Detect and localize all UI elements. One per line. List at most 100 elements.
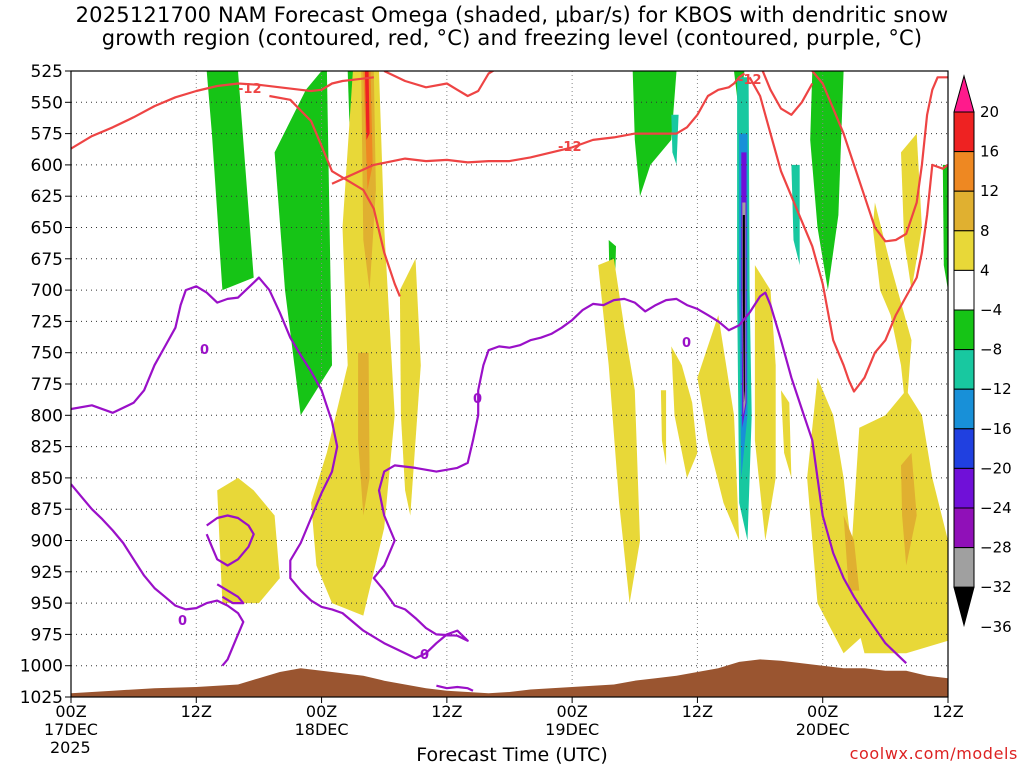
omega_rising_teal-region <box>791 164 800 266</box>
colorbar-swatch <box>953 428 975 469</box>
contour-lines <box>71 71 948 692</box>
y-tick-label: 1025 <box>20 688 63 708</box>
dendritic_-12C-contour <box>748 76 948 393</box>
x-tick-label: 00Z <box>556 702 587 721</box>
colorbar-label: −8 <box>980 341 1002 359</box>
snow-contour-label: -12 <box>238 82 262 97</box>
colorbar-swatch <box>953 388 975 430</box>
x-tick-date-label: 19DEC <box>545 720 599 739</box>
omega_sinking_yellow-region <box>754 265 776 541</box>
omega_sinking_yellow-region <box>671 346 698 478</box>
colorbar-label: 12 <box>980 182 999 200</box>
x-tick-label: 00Z <box>807 702 838 721</box>
omega_rising_teal-region <box>671 114 679 165</box>
snow-contour-label: -12 <box>558 140 582 155</box>
colorbar-label: 16 <box>980 143 999 161</box>
freezing_0C-contour <box>216 583 245 605</box>
colorbar-label: −4 <box>980 301 1002 319</box>
dendritic_-12C-contour <box>761 71 814 116</box>
x-tick-label: 12Z <box>682 702 713 721</box>
y-tick-label: 625 <box>31 187 63 207</box>
colorbar: 20 16 12 8 4 −4 −8 −12 −16 −20 −24 −28 −32 −36 <box>953 74 1012 636</box>
x-tick-label: 00Z <box>55 702 86 721</box>
colorbar-swatch <box>953 309 975 351</box>
terrain-fill <box>71 659 948 697</box>
freezing_0C-contour <box>71 483 245 667</box>
axes: 525 550 575 600 625 650 675 700 725 750 775 800 825 8… <box>20 62 964 739</box>
colorbar-label: −32 <box>980 578 1012 596</box>
omega_sinking_yellow-region <box>848 390 948 654</box>
y-tick-label: 575 <box>31 125 63 145</box>
y-tick-label: 525 <box>31 62 63 82</box>
y-tick-label: 875 <box>31 500 63 520</box>
omega_sinking_yellow-region <box>901 133 922 291</box>
colorbar-label: −24 <box>980 499 1012 517</box>
colorbar-label: 4 <box>980 261 990 279</box>
y-tick-label: 750 <box>31 344 63 364</box>
omega_rising_green-region <box>206 71 254 291</box>
x-axis-title: Forecast Time (UTC) <box>416 744 608 766</box>
omega_sinking_yellow-region <box>399 258 421 516</box>
y-tick-label: 550 <box>31 93 63 113</box>
colorbar-swatch <box>953 467 975 509</box>
chart-title-line1: 2025121700 NAM Forecast Omega (shaded, μ… <box>75 3 949 27</box>
omega_sinking_gold-region <box>901 452 917 566</box>
colorbar-swatch <box>953 507 975 549</box>
y-tick-label: 950 <box>31 594 63 614</box>
colorbar-label: −28 <box>980 539 1012 557</box>
y-tick-label: 675 <box>31 250 63 270</box>
y-tick-label: 850 <box>31 469 63 489</box>
freezing-contour-label: 0 <box>200 343 209 358</box>
omega_rising_green-region <box>810 71 844 291</box>
y-tick-label: 700 <box>31 281 63 301</box>
dendritic_-12C-contour <box>269 94 401 297</box>
y-tick-label: 900 <box>31 532 63 552</box>
colorbar-label: −20 <box>980 459 1012 477</box>
omega_sinking_yellow-region <box>697 315 740 541</box>
colorbar-label: −12 <box>980 380 1012 398</box>
x-tick-date-label: 20DEC <box>796 720 850 739</box>
freezing_0C-contour <box>205 514 255 567</box>
colorbar-bottom-arrow <box>953 586 975 628</box>
dendritic_-12C-contour <box>331 72 746 185</box>
colorbar-swatch <box>953 349 975 390</box>
freezing_0C-contour <box>71 276 907 664</box>
freezing-contour-label: 0 <box>473 392 482 407</box>
colorbar-swatch <box>953 230 975 271</box>
colorbar-swatch <box>953 151 975 192</box>
y-tick-label: 775 <box>31 375 63 395</box>
x-tick-label: 12Z <box>932 702 963 721</box>
freezing-contour-label: 0 <box>420 648 429 663</box>
snow-contour-label: -12 <box>738 73 762 88</box>
omega_sinking_yellow-region <box>660 390 667 466</box>
colorbar-label: −36 <box>980 618 1012 636</box>
x-tick-label: 12Z <box>181 702 212 721</box>
omega_sinking_gold-region <box>358 352 370 516</box>
y-tick-label: 825 <box>31 438 63 458</box>
dendritic_-12C-contour <box>811 71 948 243</box>
colorbar-swatch <box>953 547 975 588</box>
freezing-contour-label: 0 <box>682 336 691 351</box>
omega_sinking_red-region <box>364 71 370 140</box>
omega_rising_black-region <box>742 215 745 403</box>
omega_sinking_yellow-region <box>217 477 280 604</box>
colorbar-swatch <box>953 269 975 311</box>
x-tick-date-label: 17DEC <box>44 720 98 739</box>
freezing-contour-label: 0 <box>178 614 187 629</box>
colorbar-swatch <box>953 190 975 232</box>
terrain-polygon <box>71 659 948 697</box>
chart-title-line2: growth region (contoured, red, °C) and f… <box>101 26 923 50</box>
colorbar-label: 8 <box>980 222 990 240</box>
omega_sinking_yellow-region <box>598 258 640 604</box>
x-tick-date-label: 18DEC <box>295 720 349 739</box>
dendritic_-12C-contour <box>71 76 374 150</box>
y-tick-label: 800 <box>31 406 63 426</box>
colorbar-label: −16 <box>980 420 1012 438</box>
omega_sinking_yellow-region <box>872 202 912 416</box>
freezing_0C-contour <box>436 684 474 692</box>
y-tick-label: 650 <box>31 219 63 239</box>
omega_sinking_gold-region <box>843 515 860 591</box>
y-tick-label: 725 <box>31 312 63 332</box>
x-tick-label: 12Z <box>431 702 462 721</box>
